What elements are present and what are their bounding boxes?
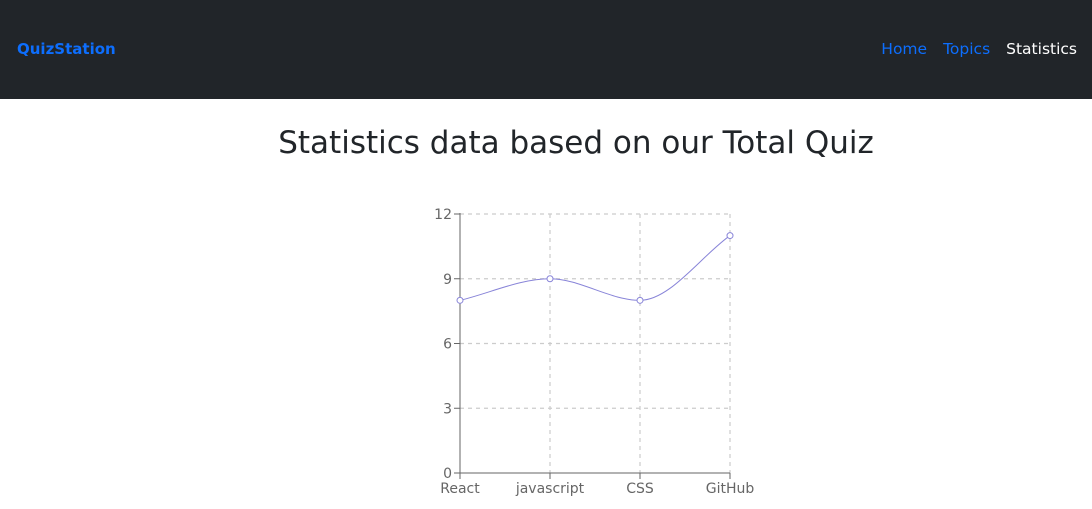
y-tick-label: 0 <box>443 466 452 482</box>
data-point <box>636 296 644 304</box>
y-tick-label: 9 <box>443 272 452 288</box>
data-point <box>546 275 554 283</box>
navbar: QuizStation Home Topics Statistics <box>0 0 1092 99</box>
page-title: Statistics data based on our Total Quiz <box>278 125 874 161</box>
y-tick-label: 12 <box>434 207 452 223</box>
nav-topics-link[interactable]: Topics <box>943 40 991 58</box>
x-tick-label: GitHub <box>706 481 755 497</box>
series-line <box>459 235 731 301</box>
statistics-line-chart: 0 3 6 9 12 React javascript CSS GitHub <box>434 207 755 497</box>
y-tick-label: 3 <box>443 401 452 417</box>
data-point <box>726 232 734 240</box>
x-tick-label: CSS <box>626 481 654 497</box>
x-tick-label: React <box>440 481 480 497</box>
nav-statistics-link[interactable]: Statistics <box>1006 40 1077 58</box>
brand-logo[interactable]: QuizStation <box>17 40 116 58</box>
data-point <box>456 296 464 304</box>
nav-home-link[interactable]: Home <box>881 40 928 58</box>
nav-links: Home Topics Statistics <box>881 38 1077 60</box>
y-tick-label: 6 <box>443 337 452 353</box>
x-tick-label: javascript <box>515 481 585 497</box>
